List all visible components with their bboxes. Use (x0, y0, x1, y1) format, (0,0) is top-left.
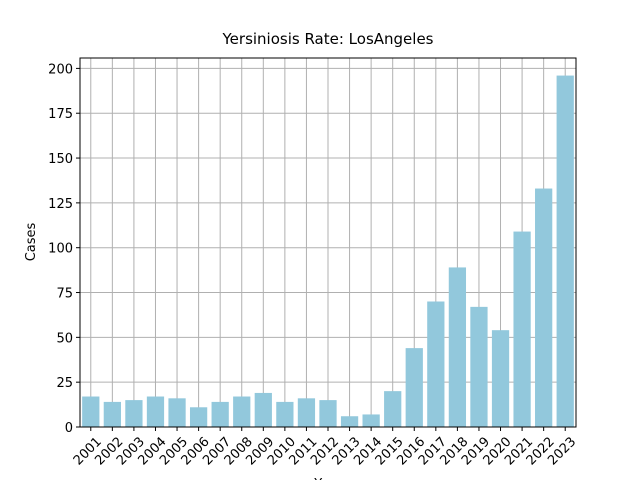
bar (103, 401, 121, 427)
bar (168, 398, 186, 427)
bar (556, 75, 574, 428)
y-tick-label: 150 (48, 152, 73, 167)
bar (427, 301, 445, 427)
bar (340, 416, 359, 427)
y-tick-label: 0 (65, 421, 73, 436)
chart-title: Yersiniosis Rate: LosAngeles (222, 30, 434, 48)
y-tick-label: 100 (48, 242, 73, 257)
bar (146, 396, 165, 427)
bar (211, 401, 229, 427)
y-tick-label: 200 (48, 62, 73, 77)
bar (189, 407, 208, 427)
y-tick-label: 50 (56, 331, 73, 346)
bar (384, 391, 402, 427)
bar (470, 306, 488, 427)
bar (535, 188, 553, 427)
y-tick-label: 125 (48, 197, 73, 212)
bar (125, 400, 143, 427)
bar (276, 401, 294, 427)
bar (362, 414, 380, 427)
y-axis-label: Cases (24, 222, 39, 261)
bar (513, 231, 531, 427)
y-tick-label: 75 (56, 287, 73, 302)
bar (405, 348, 423, 427)
plot-frame (79, 57, 577, 428)
bar (82, 396, 100, 427)
bar (233, 396, 251, 427)
x-axis-label: Year (313, 477, 342, 480)
bar (297, 398, 316, 427)
bar (448, 267, 467, 427)
y-tick-label: 25 (56, 376, 73, 391)
bar (491, 330, 510, 427)
bar (319, 400, 337, 427)
y-tick-label: 175 (48, 107, 73, 122)
bar (254, 392, 272, 427)
